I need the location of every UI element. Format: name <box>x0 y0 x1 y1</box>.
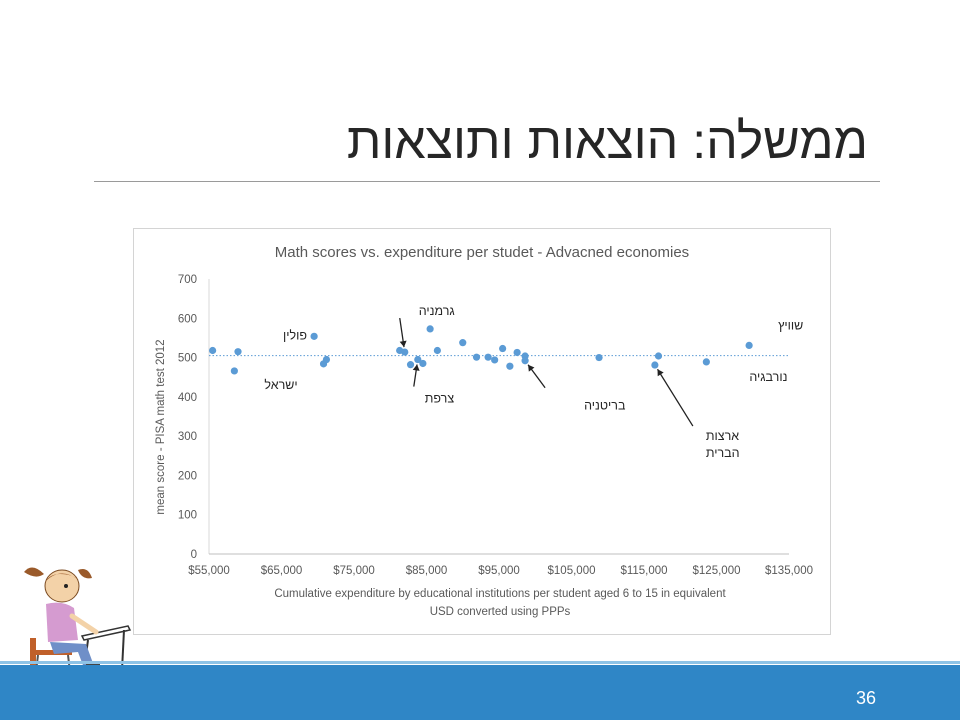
annotation-arrowhead <box>657 369 664 377</box>
data-point <box>310 332 318 340</box>
page-number: 36 <box>855 688 876 708</box>
scatter-chart: Math scores vs. expenditure per studet -… <box>155 244 813 618</box>
y-tick-label: 200 <box>178 470 197 482</box>
data-point <box>506 362 514 370</box>
annotation-label: ארצות <box>706 429 739 443</box>
data-point <box>414 355 422 364</box>
x-tick-label: $105,000 <box>548 565 596 577</box>
annotation-label: ישראל <box>264 378 297 392</box>
x-tick-label: $95,000 <box>478 565 520 577</box>
data-point <box>433 346 441 355</box>
data-point <box>401 348 409 356</box>
annotation-arrowhead <box>528 364 535 372</box>
footer-accent-line <box>0 661 960 664</box>
data-point <box>521 357 529 365</box>
data-point <box>499 344 507 353</box>
x-tick-label: $115,000 <box>620 565 667 577</box>
chart-title: Math scores vs. expenditure per studet -… <box>275 244 689 261</box>
data-point <box>595 353 603 362</box>
y-tick-label: 700 <box>178 274 197 286</box>
footer-band <box>0 665 960 720</box>
title-divider <box>94 181 880 182</box>
y-tick-label: 300 <box>178 431 197 443</box>
girl-writing-illustration <box>24 567 132 672</box>
y-tick-label: 600 <box>178 313 197 325</box>
annotation-arrowhead <box>399 340 407 348</box>
x-tick-label: $55,000 <box>188 565 230 577</box>
annotation-label: בריטניה <box>584 399 626 413</box>
data-point <box>322 355 331 364</box>
y-tick-label: 500 <box>178 353 197 365</box>
data-point <box>651 361 659 369</box>
x-tick-label: $75,000 <box>333 565 375 577</box>
data-point <box>230 367 238 375</box>
annotation-label: צרפת <box>425 392 455 406</box>
annotation-arrow <box>656 368 694 427</box>
data-point <box>419 359 427 368</box>
girl-icon <box>24 567 100 669</box>
data-point <box>234 348 242 356</box>
x-tick-label: $125,000 <box>693 565 741 577</box>
data-point <box>702 358 710 366</box>
annotation-label: גרמניה <box>419 304 455 318</box>
annotation-label: הברית <box>706 446 740 460</box>
x-tick-label: $65,000 <box>261 565 303 577</box>
data-point <box>459 339 467 347</box>
y-axis-label: mean score - PISA math test 2012 <box>155 339 167 514</box>
x-axis-label-line-1: Cumulative expenditure by educational in… <box>274 588 726 600</box>
data-point <box>406 361 415 369</box>
data-point <box>745 341 753 349</box>
chart-frame: Math scores vs. expenditure per studet -… <box>133 228 831 635</box>
annotation-arrowhead <box>412 364 420 371</box>
y-tick-label: 100 <box>178 510 197 522</box>
y-tick-label: 400 <box>178 392 197 404</box>
data-point <box>209 346 217 355</box>
annotation-label: שוויץ <box>778 318 803 332</box>
data-point <box>491 356 499 364</box>
data-point <box>654 352 663 360</box>
y-tick-label: 0 <box>191 549 197 561</box>
x-tick-label: $85,000 <box>406 565 448 577</box>
slide-title: ממשלה: הוצאות ותוצאות <box>346 113 868 169</box>
data-point <box>472 353 481 361</box>
annotation-label: פולין <box>283 329 307 343</box>
annotation-label: נורבגיה <box>749 370 787 384</box>
data-point <box>513 348 521 357</box>
x-tick-label: $135,000 <box>765 565 813 577</box>
x-axis-label-line-2: USD converted using PPPs <box>430 606 571 618</box>
data-point <box>426 325 434 333</box>
data-point <box>484 353 492 361</box>
